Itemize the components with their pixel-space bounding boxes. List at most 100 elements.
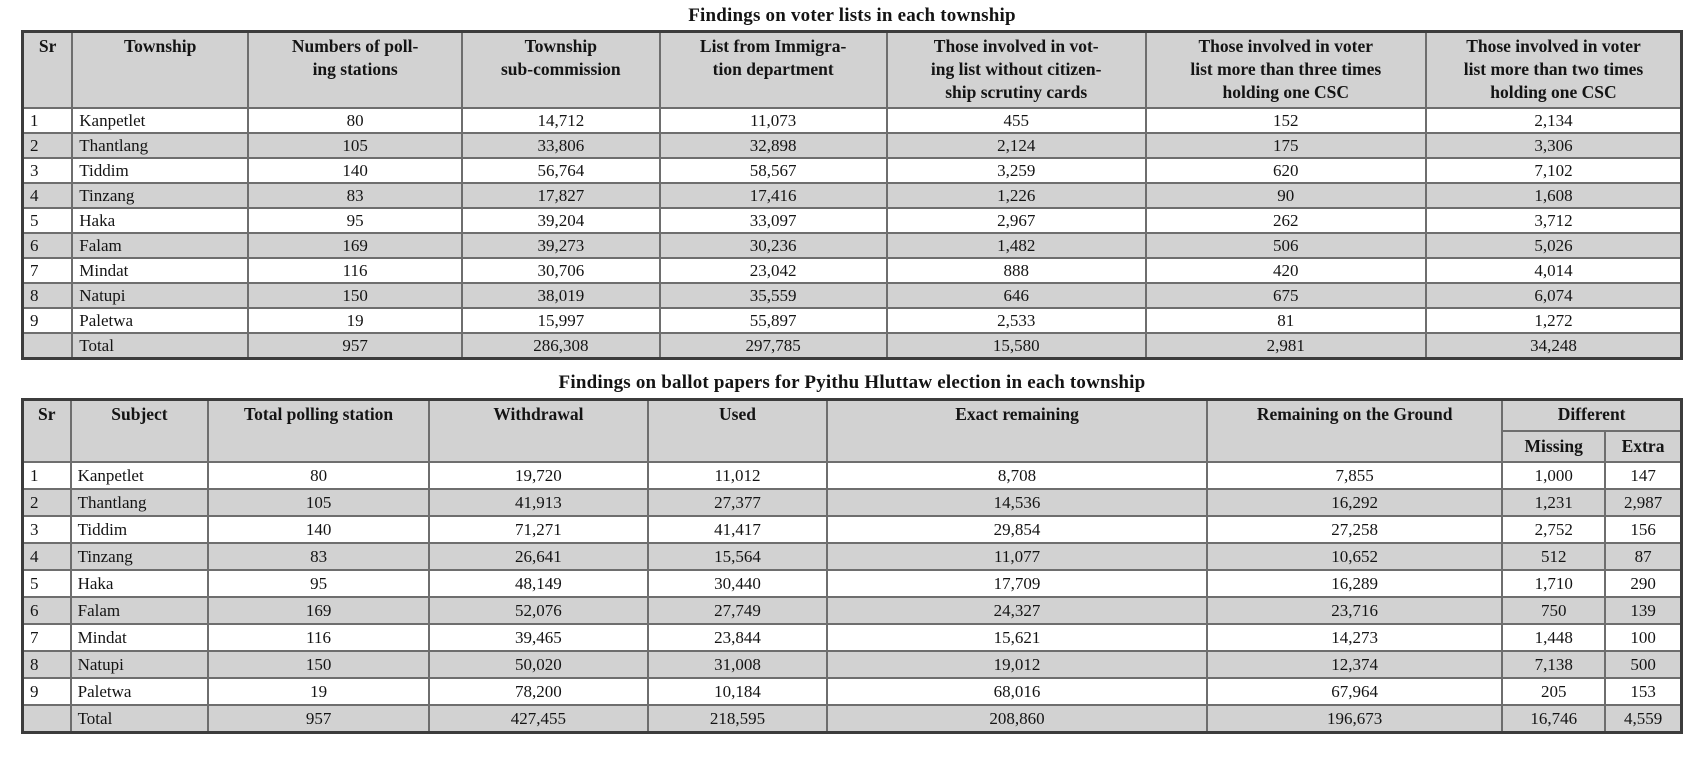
table-cell: 34,248	[1424, 332, 1683, 360]
table-row: 4 Tinzang 83 17,827 17,416 1,226 90 1,608	[21, 182, 1683, 210]
table-cell: 2,134	[1424, 107, 1683, 135]
col-header-total-polling-station: Total polling station	[207, 398, 430, 464]
table-cell: 420	[1144, 257, 1427, 285]
table-cell: 23,042	[658, 257, 888, 285]
table-cell: 4,559	[1604, 704, 1683, 734]
table-cell: 675	[1144, 282, 1427, 310]
table-cell: Natupi	[71, 282, 250, 310]
table-cell: 5,026	[1424, 232, 1683, 260]
table-row: 7 Mindat 116 30,706 23,042 888 420 4,014	[21, 257, 1683, 285]
table-cell: 1,231	[1501, 488, 1607, 518]
table-cell: 50,020	[427, 650, 649, 680]
table-cell: 78,200	[427, 677, 649, 707]
table-cell: 957	[247, 332, 464, 360]
table-cell: 14,273	[1205, 623, 1504, 653]
table-cell: 11,077	[826, 542, 1208, 572]
table-cell: Mindat	[69, 623, 210, 653]
table-cell: 39,465	[427, 623, 649, 653]
table-cell: 218,595	[646, 704, 829, 734]
table-cell: 116	[207, 623, 430, 653]
table-cell: 27,749	[646, 596, 829, 626]
col-header-polling-stations: Numbers of poll- ing stations	[247, 30, 464, 110]
table-cell: 139	[1604, 596, 1683, 626]
table-cell: 8	[21, 650, 72, 680]
table-cell: 7,102	[1424, 157, 1683, 185]
table-cell: 15,621	[826, 623, 1208, 653]
table-cell: 7,855	[1205, 461, 1504, 491]
table-cell: 957	[207, 704, 430, 734]
voter-table-title: Findings on voter lists in each township	[688, 5, 1016, 26]
table-cell: 30,236	[658, 232, 888, 260]
table-cell: 105	[207, 488, 430, 518]
table-cell: 41,913	[427, 488, 649, 518]
table-cell: 16,746	[1501, 704, 1607, 734]
table-cell: 14,712	[461, 107, 661, 135]
table-cell: Thantlang	[71, 132, 250, 160]
table-row: 1 Kanpetlet 80 14,712 11,073 455 152 2,134	[21, 107, 1683, 135]
table-cell: 205	[1501, 677, 1607, 707]
table-cell: 156	[1604, 515, 1683, 545]
table-cell: 455	[885, 107, 1147, 135]
col-header-exact-remaining: Exact remaining	[826, 398, 1208, 464]
table-row: 2 Thantlang 105 33,806 32,898 2,124 175 3,306	[21, 132, 1683, 160]
table-cell: 95	[207, 569, 430, 599]
table-cell: Tiddim	[71, 157, 250, 185]
table-cell: 750	[1501, 596, 1607, 626]
table-cell: 80	[247, 107, 464, 135]
table-cell: 290	[1604, 569, 1683, 599]
col-header-sub-commission: Township sub-commission	[461, 30, 661, 110]
table-cell: 2,981	[1144, 332, 1427, 360]
col-header-three-times-csc: Those involved in voter list more than t…	[1144, 30, 1427, 110]
ballot-table-header: Sr Subject Total polling station Withdra…	[21, 398, 1683, 464]
table-cell: 2,987	[1604, 488, 1683, 518]
table-cell: 2	[21, 132, 74, 160]
table-cell: 506	[1144, 232, 1427, 260]
table-cell: 3,306	[1424, 132, 1683, 160]
table-row: 8 Natupi 150 38,019 35,559 646 675 6,074	[21, 282, 1683, 310]
table-cell: Falam	[71, 232, 250, 260]
ballot-findings-table: Sr Subject Total polling station Withdra…	[21, 397, 1683, 734]
table-cell: 52,076	[427, 596, 649, 626]
table-cell: 3	[21, 157, 74, 185]
table-cell: 6	[21, 596, 72, 626]
table-cell: 262	[1144, 207, 1427, 235]
table-cell: 2,967	[885, 207, 1147, 235]
table-cell: 27,258	[1205, 515, 1504, 545]
table-cell: 427,455	[427, 704, 649, 734]
table-cell: 19,012	[826, 650, 1208, 680]
table-cell: 56,764	[461, 157, 661, 185]
table-cell: 10,652	[1205, 542, 1504, 572]
table-cell: 15,564	[646, 542, 829, 572]
table-cell: 15,997	[461, 307, 661, 335]
table-cell: 48,149	[427, 569, 649, 599]
table-cell: 7	[21, 623, 72, 653]
table-cell: 5	[21, 207, 74, 235]
ballot-total-row: Total 957 427,455 218,595 208,860 196,673 16,7…	[21, 704, 1683, 734]
col-header-sr: Sr	[21, 30, 74, 110]
table-cell: 39,273	[461, 232, 661, 260]
table-cell: 12,374	[1205, 650, 1504, 680]
ballot-table-body: 1 Kanpetlet 80 19,720 11,012 8,708 7,855 1,000 1…	[21, 461, 1683, 707]
table-row: 9 Paletwa 19 15,997 55,897 2,533 81 1,272	[21, 307, 1683, 335]
table-cell: 67,964	[1205, 677, 1504, 707]
col-header-two-times-csc: Those involved in voter list more than t…	[1424, 30, 1683, 110]
table-cell: Mindat	[71, 257, 250, 285]
table-cell: 297,785	[658, 332, 888, 360]
table-cell: 24,327	[826, 596, 1208, 626]
voter-table-body: 1 Kanpetlet 80 14,712 11,073 455 152 2,134 2 Than…	[21, 107, 1683, 335]
table-cell: 4	[21, 182, 74, 210]
table-cell: 646	[885, 282, 1147, 310]
table-cell: 2,752	[1501, 515, 1607, 545]
table-cell: 2,124	[885, 132, 1147, 160]
table-cell: Falam	[69, 596, 210, 626]
table-cell: 32,898	[658, 132, 888, 160]
voter-findings-table: Sr Township Numbers of poll- ing station…	[21, 30, 1683, 360]
col-header-used: Used	[646, 398, 829, 464]
table-cell: 512	[1501, 542, 1607, 572]
table-cell: 23,844	[646, 623, 829, 653]
table-cell: 147	[1604, 461, 1683, 491]
table-cell: 175	[1144, 132, 1427, 160]
table-row: 3 Tiddim 140 56,764 58,567 3,259 620 7,102	[21, 157, 1683, 185]
table-cell: 196,673	[1205, 704, 1504, 734]
table-cell: Paletwa	[69, 677, 210, 707]
